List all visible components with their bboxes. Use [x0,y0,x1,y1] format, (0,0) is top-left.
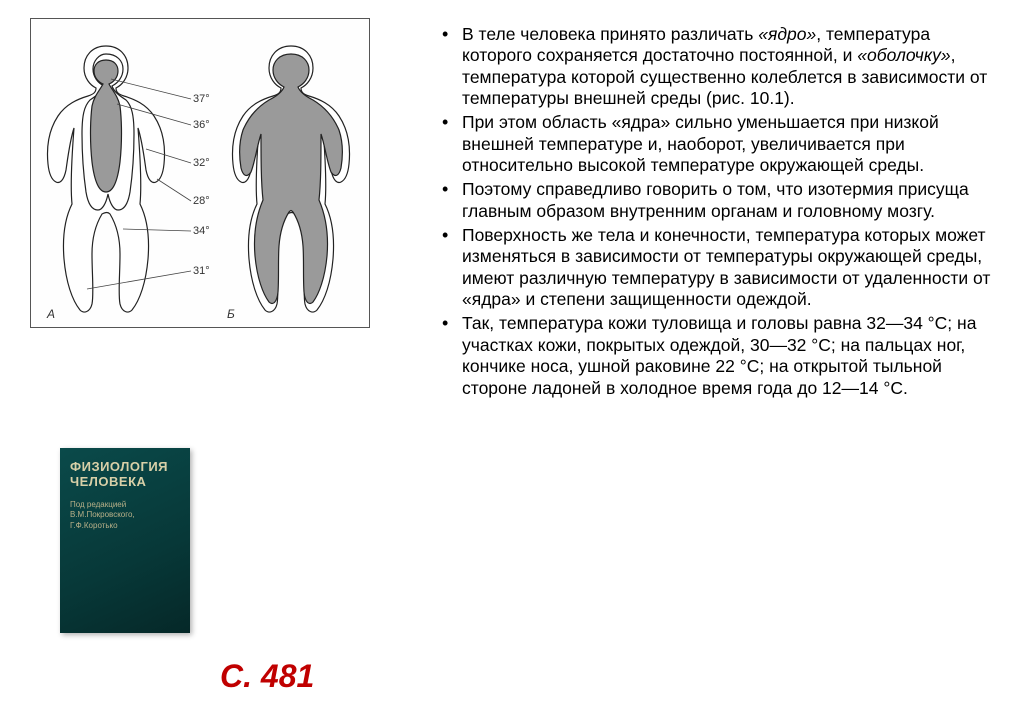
book-subtitle: Под редакциейВ.М.Покровского,Г.Ф.Коротьк… [70,500,180,531]
book-cover: ФИЗИОЛОГИЯ ЧЕЛОВЕКА Под редакциейВ.М.Пок… [60,448,190,633]
book-title-line2: ЧЕЛОВЕКА [70,475,180,490]
slide-container: 37° 36° 32° 28° 34° 31° А Б ФИЗИОЛОГИЯ ЧЕЛОВЕК… [0,0,1024,709]
bullet-item: Поверхность же тела и конечности, темпер… [430,225,994,310]
left-column: 37° 36° 32° 28° 34° 31° А Б ФИЗИОЛОГИЯ ЧЕЛОВЕК… [30,18,410,689]
body-temperature-diagram: 37° 36° 32° 28° 34° 31° А Б [30,18,370,328]
diagram-svg [31,19,371,329]
temperature-label: 28° [193,195,210,207]
bullet-item: Так, температура кожи туловища и головы … [430,313,994,398]
temperature-label: 37° [193,93,210,105]
temperature-label: 31° [193,265,210,277]
bullet-item: При этом область «ядра» сильно уменьшает… [430,112,994,176]
figure-letter: А [47,307,55,321]
temperature-label: 36° [193,119,210,131]
bullet-item: В теле человека принято различать «ядро»… [430,24,994,109]
right-column: В теле человека принято различать «ядро»… [410,18,994,689]
figure-letter: Б [227,307,235,321]
temperature-label: 34° [193,225,210,237]
bullet-item: Поэтому справедливо говорить о том, что … [430,179,994,222]
temperature-label: 32° [193,157,210,169]
book-title-line1: ФИЗИОЛОГИЯ [70,460,180,475]
bullet-list: В теле человека принято различать «ядро»… [430,24,994,399]
page-reference: С. 481 [220,658,314,695]
